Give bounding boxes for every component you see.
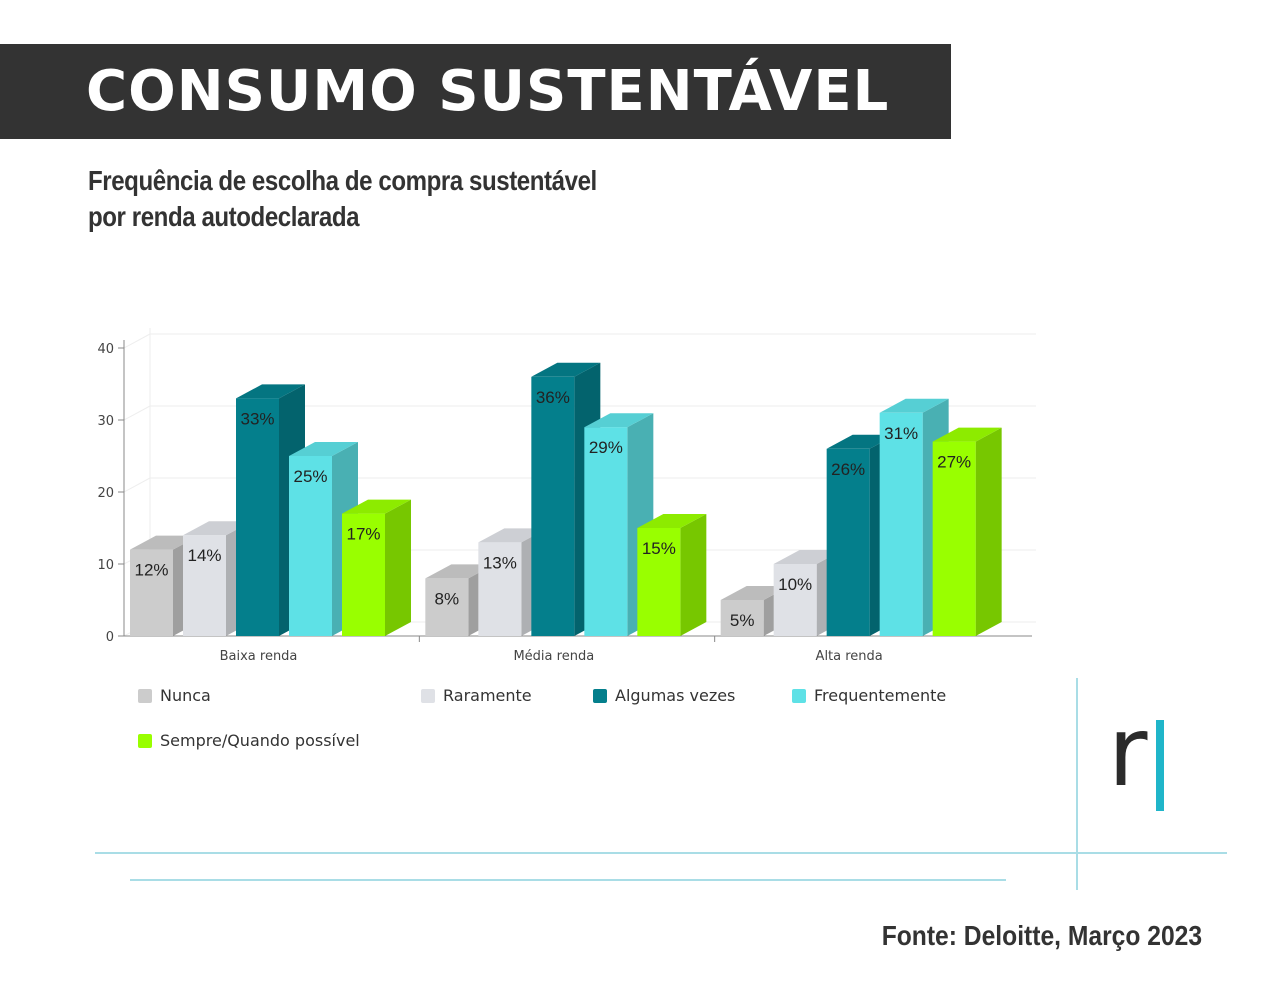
logo-letter: r xyxy=(1108,696,1148,808)
subtitle-line-1: Frequência de escolha de compra sustentá… xyxy=(88,165,597,196)
bar-value-label: 5% xyxy=(730,611,755,630)
y-tick-label: 40 xyxy=(97,342,114,357)
bar-value-label: 26% xyxy=(831,460,865,479)
legend-swatch xyxy=(593,688,607,703)
gridline-diagonal xyxy=(123,477,151,493)
x-tick-label: Baixa renda xyxy=(220,649,298,664)
bar-top xyxy=(773,550,843,564)
bar-top xyxy=(236,384,305,399)
y-tick-label: 10 xyxy=(97,558,114,573)
legend-label: Frequentemente xyxy=(814,686,947,705)
legend-swatch xyxy=(792,688,806,703)
bar-front xyxy=(584,427,628,636)
legend-swatch xyxy=(421,688,435,703)
x-tick-label: Média renda xyxy=(513,649,594,664)
bar-front xyxy=(879,412,923,636)
bar-top xyxy=(183,521,252,536)
bar-top xyxy=(826,434,896,449)
bar-value-label: 33% xyxy=(240,409,274,428)
legend-item: Sempre/Quando possível xyxy=(138,731,360,750)
bar xyxy=(637,514,707,636)
bar-chart: 0 10 20 30 40 Baixa renda 12% 14% 33% 25% 17% Média… xyxy=(97,328,1036,664)
bar-value-label: 15% xyxy=(642,539,676,558)
bar-side xyxy=(680,514,707,636)
bar-front xyxy=(130,549,173,636)
bar-value-label: 27% xyxy=(937,453,971,472)
legend-item: Nunca xyxy=(138,686,211,705)
legend-item: Frequentemente xyxy=(792,686,946,705)
source-note: Fonte: Deloitte, Março 2023 xyxy=(881,920,1202,951)
decorative-vertical-line xyxy=(1076,678,1078,890)
gridline-diagonal xyxy=(123,333,151,349)
bar-top xyxy=(637,514,707,528)
x-tick-label: Alta renda xyxy=(816,649,883,664)
bar-value-label: 8% xyxy=(435,589,460,608)
bar-top xyxy=(289,442,358,456)
legend-label: Raramente xyxy=(443,686,532,705)
legend-swatch xyxy=(138,688,152,703)
bar-top xyxy=(584,413,654,428)
bar xyxy=(236,384,305,636)
bar-front xyxy=(478,542,522,636)
bar-top xyxy=(130,535,199,550)
bar-front xyxy=(289,456,332,636)
bar-front xyxy=(531,376,575,636)
bar xyxy=(932,427,1002,636)
bar-top xyxy=(425,564,495,579)
gridline-diagonal xyxy=(123,405,151,421)
bar xyxy=(342,499,411,636)
bar-front xyxy=(183,535,226,636)
bar-value-label: 10% xyxy=(778,575,812,594)
bar-top xyxy=(342,499,411,514)
bar-value-label: 13% xyxy=(483,553,517,572)
title-banner: CONSUMO SUSTENTÁVEL xyxy=(0,44,951,139)
bar-side xyxy=(975,427,1002,636)
bar-front xyxy=(932,441,976,636)
legend-label: Nunca xyxy=(160,686,211,705)
logo-bar xyxy=(1156,720,1164,811)
bar-top xyxy=(720,586,790,600)
bar-value-label: 36% xyxy=(536,388,570,407)
bar-front xyxy=(720,600,764,636)
bar-value-label: 31% xyxy=(884,424,918,443)
bar-top xyxy=(531,362,601,377)
bar-front xyxy=(425,578,469,636)
legend-item: Algumas vezes xyxy=(593,686,735,705)
bar-value-label: 29% xyxy=(589,438,623,457)
bar-front xyxy=(637,528,681,636)
bar-value-label: 14% xyxy=(187,546,221,565)
subtitle-line-2: por renda autodeclarada xyxy=(88,201,360,232)
y-tick-label: 20 xyxy=(97,486,114,501)
page-title: CONSUMO SUSTENTÁVEL xyxy=(86,59,890,124)
decorative-horizontal-line-2 xyxy=(130,879,1006,881)
bar-front xyxy=(236,398,279,636)
y-tick-label: 30 xyxy=(97,414,114,429)
bar-front xyxy=(342,513,385,636)
decorative-horizontal-line-1 xyxy=(95,852,1227,854)
legend-label: Algumas vezes xyxy=(615,686,736,705)
legend-item: Raramente xyxy=(421,686,532,705)
legend-swatch xyxy=(138,733,152,748)
bar-side xyxy=(385,499,411,636)
chart-subtitle: Frequência de escolha de compra sustentá… xyxy=(88,163,597,235)
bar-top xyxy=(932,427,1002,442)
bar-front xyxy=(773,564,817,636)
brand-logo: r xyxy=(1108,704,1178,813)
bar-top xyxy=(879,398,949,413)
bar-front xyxy=(826,448,870,636)
bar-value-label: 17% xyxy=(346,525,380,544)
bar-value-label: 12% xyxy=(134,561,168,580)
legend-label: Sempre/Quando possível xyxy=(160,731,360,750)
bar-value-label: 25% xyxy=(293,467,327,486)
bar-top xyxy=(478,528,548,543)
y-tick-label: 0 xyxy=(106,630,114,645)
